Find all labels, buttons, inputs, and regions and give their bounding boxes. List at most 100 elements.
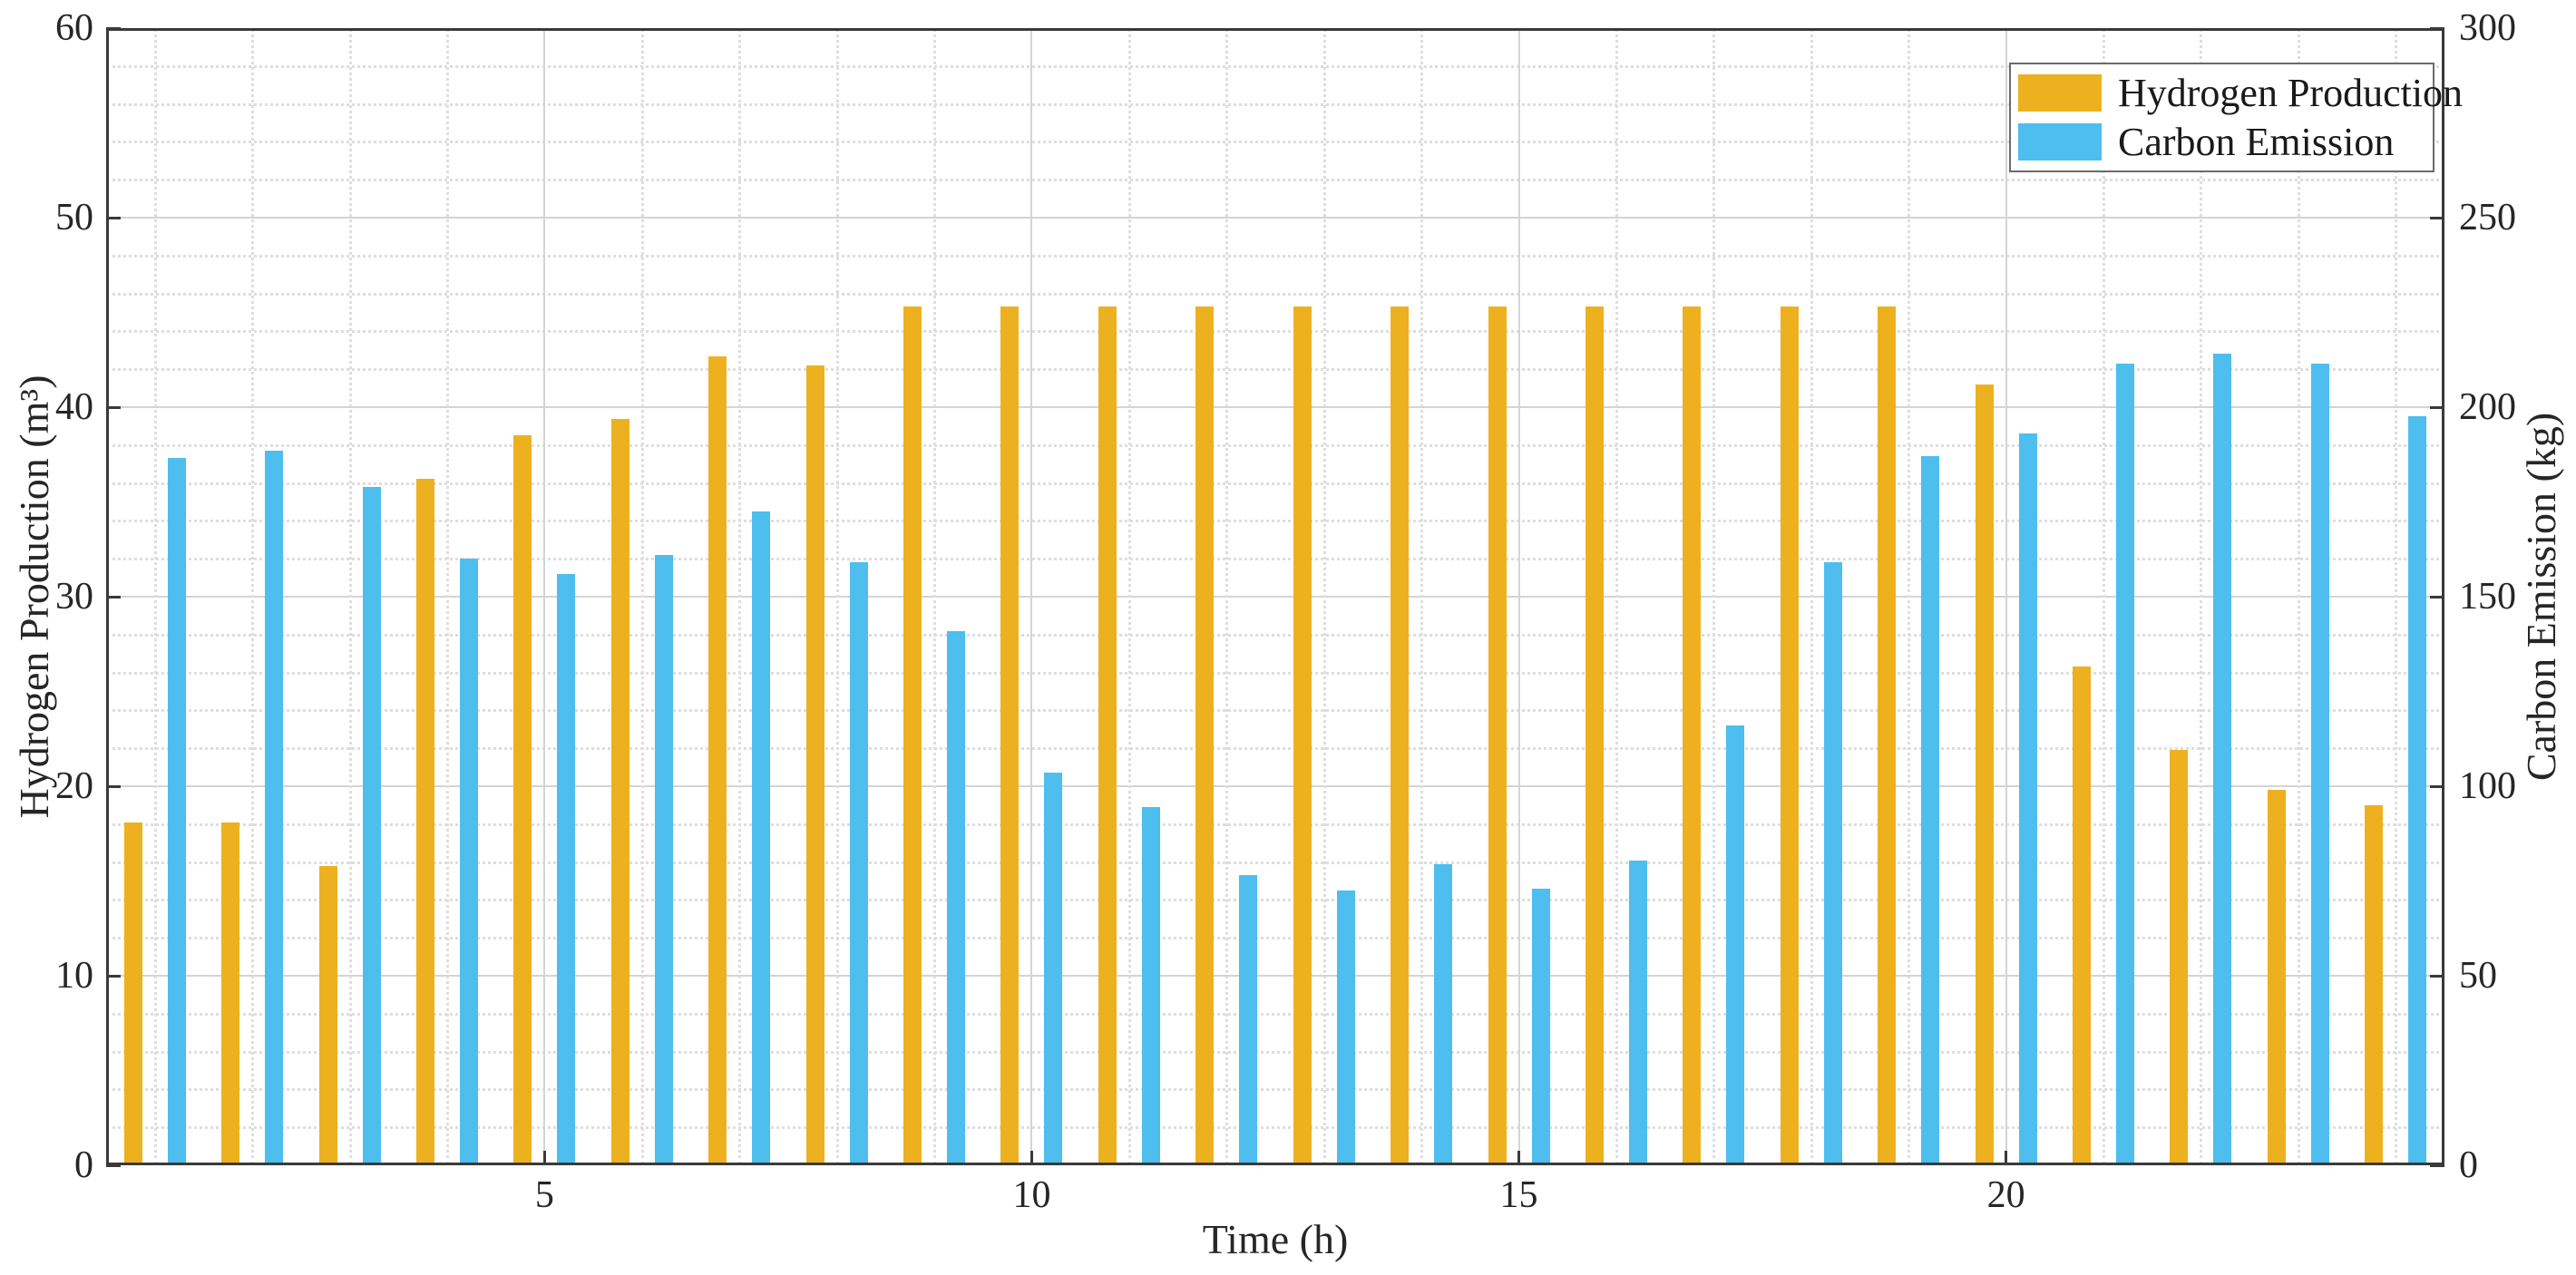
legend-entry-carbon: Carbon Emission [2018, 122, 2425, 162]
carbon-bar [2116, 363, 2135, 1165]
major-gridline-v [1030, 28, 1033, 1165]
minor-gridline-h [106, 861, 2444, 864]
hydrogen-bar [221, 822, 240, 1165]
hydrogen-bar [318, 865, 337, 1165]
minor-gridline-v [2103, 28, 2106, 1165]
hydrogen-bar [1098, 307, 1117, 1165]
major-gridline-h [106, 975, 2444, 977]
left-tickmark [106, 216, 121, 219]
hydrogen-bar [903, 307, 922, 1165]
minor-gridline-h [106, 558, 2444, 561]
minor-gridline-h [106, 822, 2444, 826]
x-tickmark [1029, 1151, 1033, 1165]
legend-label-hydrogen: Hydrogen Production [2118, 70, 2464, 115]
right-tick-label: 300 [2459, 7, 2516, 49]
right-tickmark [2430, 1163, 2444, 1167]
minor-gridline-v [1908, 28, 1911, 1165]
minor-gridline-h [106, 482, 2444, 485]
hydrogen-bar [415, 479, 434, 1165]
hydrogen-bar [1585, 307, 1604, 1165]
carbon-bar [2310, 363, 2329, 1165]
carbon-bar [1628, 860, 1647, 1165]
minor-gridline-h [106, 633, 2444, 637]
hydrogen-bar [123, 822, 142, 1165]
carbon-bar [1726, 725, 1745, 1165]
legend: Hydrogen Production Carbon Emission [2009, 63, 2463, 172]
carbon-bar [849, 562, 868, 1165]
minor-gridline-v [348, 28, 352, 1165]
x-tickmark [2005, 1151, 2008, 1165]
right-tick-label: 250 [2459, 197, 2516, 238]
major-gridline-h [106, 406, 2444, 408]
left-tick-label: 60 [55, 7, 93, 49]
major-gridline-h [106, 217, 2444, 219]
minor-gridline-h [106, 292, 2444, 296]
minor-gridline-v [1420, 28, 1424, 1165]
left-tick-label: 40 [55, 386, 93, 428]
hydrogen-bar [2073, 667, 2092, 1165]
minor-gridline-h [106, 709, 2444, 713]
left-tickmark [106, 1163, 121, 1167]
minor-gridline-v [640, 28, 644, 1165]
right-tickmark [2430, 405, 2444, 409]
left-tickmark [106, 974, 121, 978]
minor-gridline-v [738, 28, 742, 1165]
hydrogen-bar [1293, 307, 1312, 1165]
left-tick-label: 0 [74, 1144, 93, 1186]
minor-gridline-h [106, 141, 2444, 144]
minor-gridline-v [2395, 28, 2398, 1165]
x-tick-label: 5 [534, 1174, 554, 1216]
hydrogen-bar [513, 435, 532, 1165]
hydrogen-bar [1488, 307, 1507, 1165]
right-tickmark [2430, 974, 2444, 978]
major-gridline-v [543, 28, 546, 1165]
x-axis-title: Time (h) [1202, 1216, 1349, 1262]
minor-gridline-v [1225, 28, 1229, 1165]
major-gridline-v [1517, 28, 1520, 1165]
left-tickmark [106, 784, 121, 788]
minor-gridline-h [106, 1126, 2444, 1130]
carbon-bar [167, 458, 186, 1165]
minor-gridline-h [106, 520, 2444, 523]
minor-gridline-h [106, 937, 2444, 940]
carbon-bar [2018, 433, 2037, 1165]
minor-gridline-h [106, 330, 2444, 334]
minor-gridline-v [2297, 28, 2300, 1165]
left-tickmark [106, 595, 121, 599]
minor-gridline-v [251, 28, 255, 1165]
minor-gridline-h [106, 254, 2444, 258]
minor-gridline-h [106, 179, 2444, 182]
right-tick-label: 200 [2459, 386, 2516, 428]
minor-gridline-h [106, 747, 2444, 751]
minor-gridline-h [106, 671, 2444, 675]
major-gridline-h [106, 785, 2444, 787]
carbon-bar [1336, 890, 1355, 1165]
right-tick-label: 100 [2459, 765, 2516, 807]
hydrogen-bar [1975, 384, 1994, 1165]
x-tick-label: 10 [1012, 1174, 1051, 1216]
minor-gridline-v [1810, 28, 1813, 1165]
right-tick-label: 150 [2459, 576, 2516, 618]
minor-gridline-v [1615, 28, 1618, 1165]
minor-gridline-h [106, 1088, 2444, 1092]
major-gridline-h [106, 596, 2444, 598]
carbon-bar [1239, 875, 1258, 1165]
hydrogen-bar [1390, 307, 1410, 1165]
right-tickmark [2430, 26, 2444, 30]
left-tick-label: 50 [55, 197, 93, 238]
minor-gridline-v [153, 28, 157, 1165]
minor-gridline-v [1712, 28, 1716, 1165]
hydrogen-bar [1878, 307, 1897, 1165]
hydrogen-bar [610, 418, 629, 1165]
carbon-bar [1531, 888, 1550, 1165]
major-gridline-v [2005, 28, 2007, 1165]
hydrogen-bar [1000, 307, 1020, 1165]
hydrogen-bar [805, 365, 825, 1165]
legend-label-carbon: Carbon Emission [2118, 119, 2395, 164]
carbon-bar [752, 511, 771, 1165]
carbon-bar [557, 573, 576, 1165]
carbon-bar [459, 559, 478, 1165]
minor-gridline-v [1322, 28, 1326, 1165]
right-tick-label: 50 [2459, 955, 2497, 997]
